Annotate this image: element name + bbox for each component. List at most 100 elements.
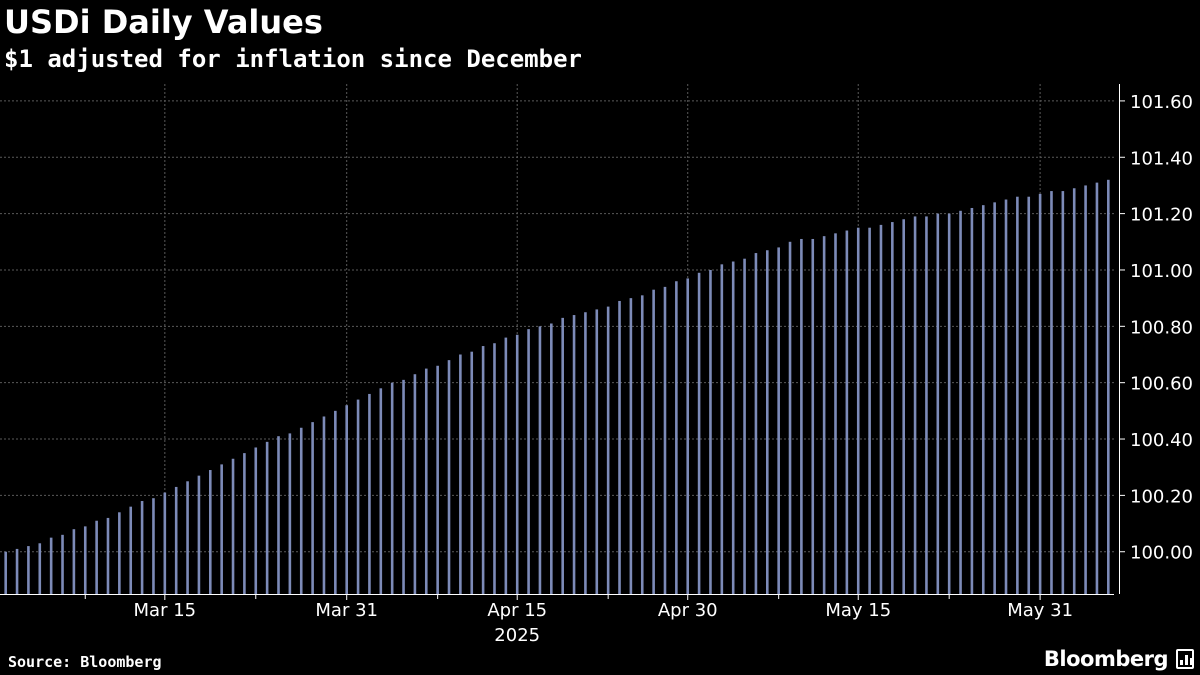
bar <box>174 486 178 594</box>
bar <box>299 427 303 594</box>
bar <box>1004 199 1008 595</box>
y-tick-label: 101.60 <box>1130 92 1193 113</box>
bar <box>83 526 87 594</box>
bar <box>208 470 212 594</box>
bar <box>788 241 792 595</box>
bar <box>868 227 871 594</box>
bar <box>1050 191 1053 594</box>
bar <box>345 405 349 594</box>
bar <box>550 323 553 594</box>
bar <box>413 374 417 594</box>
bar <box>856 227 860 594</box>
bar <box>936 213 940 594</box>
bar <box>379 388 383 594</box>
bar <box>390 382 394 594</box>
bar <box>106 517 110 594</box>
bar <box>993 202 996 595</box>
bar <box>1084 185 1087 594</box>
bar <box>663 286 667 594</box>
bar <box>334 410 337 594</box>
bar <box>470 351 474 594</box>
y-tick-label: 100.40 <box>1130 430 1193 451</box>
bar <box>368 393 371 594</box>
bar <box>720 264 724 594</box>
x-year-label: 2025 <box>494 625 540 646</box>
bar <box>913 216 917 594</box>
bar <box>527 329 530 594</box>
y-tick-label: 100.20 <box>1130 486 1193 507</box>
bar <box>981 205 985 594</box>
bar <box>447 360 451 594</box>
gridlines <box>0 84 1114 594</box>
bar <box>61 534 64 594</box>
bar <box>140 501 144 594</box>
bar <box>765 250 769 594</box>
bar <box>277 436 280 594</box>
bar <box>640 295 644 594</box>
bar <box>504 337 508 594</box>
bar <box>288 433 292 594</box>
x-tick-label: May 15 <box>825 600 891 621</box>
bar <box>697 272 701 594</box>
x-tick-label: May 31 <box>1007 600 1073 621</box>
bar <box>459 354 462 594</box>
bar <box>606 306 610 594</box>
x-tick-label: Mar 31 <box>315 600 378 621</box>
bar <box>925 216 928 594</box>
bar <box>163 492 167 594</box>
source-note: Source: Bloomberg <box>8 653 162 671</box>
bar <box>1072 188 1076 594</box>
bar <box>1038 193 1042 594</box>
bar <box>311 422 314 594</box>
bar <box>493 343 496 594</box>
bar <box>584 312 587 594</box>
bar <box>118 512 121 594</box>
chart-title: USDi Daily Values <box>4 3 323 41</box>
bar <box>356 399 360 594</box>
bar <box>686 278 690 594</box>
bar <box>49 537 53 594</box>
bar <box>1107 179 1110 595</box>
bar <box>822 236 826 594</box>
bar <box>265 441 269 594</box>
bar <box>629 298 633 594</box>
bar <box>538 326 542 594</box>
bar <box>254 447 258 594</box>
bar <box>515 334 519 594</box>
bar <box>754 253 758 594</box>
bar <box>800 238 803 594</box>
bar <box>402 379 405 594</box>
bloomberg-chart-icon <box>1176 649 1194 669</box>
bar <box>481 346 485 594</box>
bar <box>231 458 235 594</box>
bar <box>322 416 326 594</box>
bar <box>959 210 962 594</box>
y-tick-label: 101.40 <box>1130 148 1193 169</box>
bar <box>1027 196 1031 594</box>
bar <box>1061 191 1065 594</box>
brand-logo: Bloomberg <box>1044 645 1194 673</box>
bar <box>731 261 735 594</box>
chart-subtitle: $1 adjusted for inflation since December <box>4 45 582 73</box>
bar <box>970 207 974 594</box>
bar <box>197 475 201 594</box>
bar <box>1016 196 1019 594</box>
bar <box>424 368 428 594</box>
bar <box>561 317 564 594</box>
bar <box>186 481 189 594</box>
x-tick-label: Mar 15 <box>134 600 197 621</box>
bar <box>243 453 246 594</box>
y-tick-label: 100.00 <box>1130 543 1193 564</box>
bar <box>15 548 19 594</box>
axes <box>0 84 1125 600</box>
bar <box>777 247 780 594</box>
bar <box>595 309 599 594</box>
y-tick-label: 101.20 <box>1130 205 1193 226</box>
bar <box>436 365 439 594</box>
bar <box>902 219 906 595</box>
bar <box>811 238 815 594</box>
brand-name: Bloomberg <box>1043 647 1169 671</box>
x-tick-label: Apr 15 <box>487 600 547 621</box>
bar <box>152 498 155 594</box>
